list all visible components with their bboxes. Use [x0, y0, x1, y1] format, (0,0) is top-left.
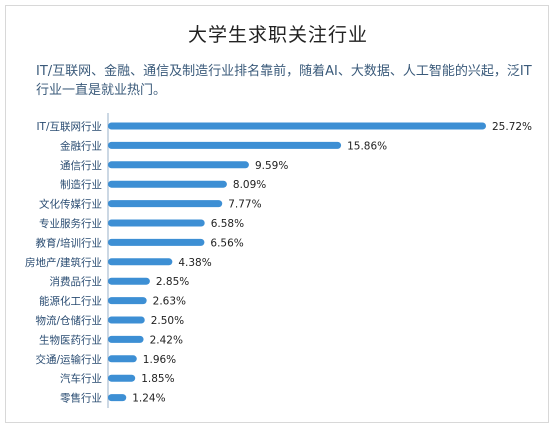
value-label: 8.09%	[233, 179, 266, 191]
value-label: 2.42%	[150, 334, 183, 346]
category-label: 文化传媒行业	[39, 198, 102, 211]
chart-frame	[5, 5, 549, 423]
bar	[108, 374, 136, 382]
category-label: 专业服务行业	[39, 217, 102, 230]
value-label: 1.85%	[141, 373, 174, 385]
chart-subtitle: IT/互联网、金融、通信及制造行业排名靠前，随着AI、大数据、人工智能的兴起，泛…	[36, 64, 532, 98]
value-label: 9.59%	[255, 160, 288, 172]
bar	[108, 238, 205, 246]
category-label: 生物医药行业	[39, 333, 102, 346]
category-label: 教育/培训行业	[35, 236, 102, 249]
category-label: 零售行业	[60, 392, 102, 405]
value-label: 7.77%	[228, 199, 261, 211]
category-label: 物流/仓储行业	[35, 314, 102, 327]
category-label: 金融行业	[60, 139, 102, 152]
category-label: 交通/运输行业	[35, 353, 102, 366]
value-label: 2.50%	[151, 315, 184, 327]
bar	[108, 394, 127, 402]
bars-layer: IT/互联网行业 25.72% 金融行业 15.86% 通信行业 9.59% 制造行业 8.0…	[25, 120, 532, 405]
value-label: 6.58%	[211, 218, 244, 230]
bar	[108, 180, 227, 188]
chart-title: 大学生求职关注行业	[187, 24, 368, 46]
category-label: 能源化工行业	[39, 295, 102, 308]
bar	[108, 122, 486, 130]
value-label: 6.56%	[210, 237, 243, 249]
bar	[108, 200, 223, 208]
value-label: 1.24%	[132, 393, 165, 405]
category-label: IT/互联网行业	[36, 120, 102, 133]
category-label: 汽车行业	[60, 372, 102, 385]
value-label: 25.72%	[492, 121, 532, 133]
bar	[108, 219, 205, 227]
value-label: 15.86%	[347, 140, 387, 152]
bar	[108, 355, 137, 363]
value-label: 2.85%	[156, 276, 189, 288]
bar	[108, 258, 173, 266]
bar	[108, 316, 145, 324]
value-label: 1.96%	[143, 354, 176, 366]
category-label: 制造行业	[60, 178, 102, 191]
bar	[108, 161, 249, 169]
category-label: 通信行业	[60, 159, 102, 172]
bar	[108, 335, 144, 343]
bar	[108, 297, 147, 305]
category-label: 消费品行业	[50, 275, 103, 288]
category-label: 房地产/建筑行业	[25, 256, 102, 269]
value-label: 4.38%	[178, 257, 211, 269]
bar	[108, 277, 150, 285]
value-label: 2.63%	[153, 296, 186, 308]
bar	[108, 141, 342, 149]
